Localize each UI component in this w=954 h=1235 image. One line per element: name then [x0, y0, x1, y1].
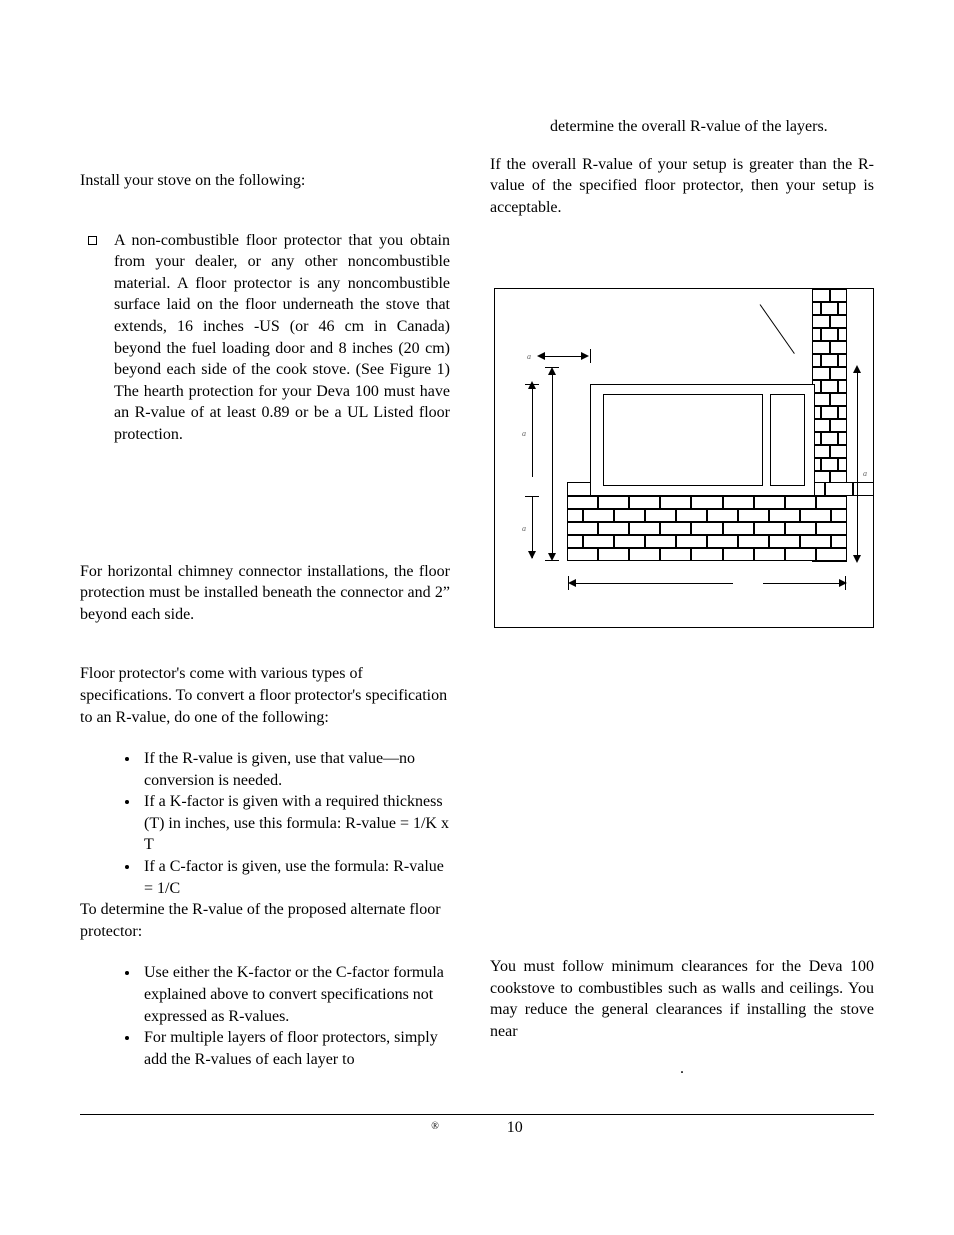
clearance-paragraph: You must follow minimum clearances for t… [490, 956, 874, 1042]
dim-label: a [863, 469, 867, 478]
dim-label: a [522, 524, 526, 533]
floor-protector-checklist: A non-combustible floor protector that y… [80, 230, 450, 446]
column-right: determine the overall R-value of the lay… [490, 100, 874, 1100]
dim-arrow [532, 496, 533, 558]
dim-label: a [522, 429, 526, 438]
alt-bullet: Use either the K-factor or the C-factor … [140, 962, 450, 1027]
alt-bullet: For multiple layers of floor protectors,… [140, 1027, 450, 1070]
dim-label: a [527, 352, 531, 361]
spec-bullet: If the R-value is given, use that value—… [140, 748, 450, 791]
continuation-text: determine the overall R-value of the lay… [490, 116, 874, 138]
horizontal-connector-paragraph: For horizontal chimney connector install… [80, 561, 450, 626]
spec-bullet: If a C-factor is given, use the formula:… [140, 856, 450, 899]
stove-door [603, 394, 763, 486]
stove-side-panel [770, 394, 805, 486]
two-column-layout: Install your stove on the following: A n… [80, 100, 874, 1100]
dim-arrow [552, 371, 553, 557]
page: Install your stove on the following: A n… [0, 0, 954, 1235]
dim-arrow [540, 356, 585, 357]
checklist-item: A non-combustible floor protector that y… [114, 230, 450, 446]
column-left: Install your stove on the following: A n… [80, 100, 450, 1100]
page-number: 10 [507, 1119, 523, 1136]
overall-rvalue-paragraph: If the overall R-value of your setup is … [490, 154, 874, 219]
spec-intro-paragraph: Floor protector's come with various type… [80, 663, 450, 728]
dim-arrow [857, 369, 858, 559]
footer-rule [80, 1114, 874, 1115]
spec-bullet: If a K-factor is given with a required t… [140, 791, 450, 856]
dim-arrow [573, 583, 733, 584]
spec-conversion-list: If the R-value is given, use that value—… [80, 748, 450, 899]
dim-arrow [532, 387, 533, 477]
alt-protector-list: Use either the K-factor or the C-factor … [80, 962, 450, 1070]
trailing-period: . [490, 1058, 874, 1080]
dim-arrow [763, 583, 843, 584]
floor-protection-figure: a a a a [494, 288, 874, 628]
chimney-line [760, 305, 795, 355]
registered-mark: ® [431, 1121, 439, 1132]
page-footer: ® 10 [0, 1119, 954, 1137]
brick-floor [567, 496, 847, 561]
alt-intro-paragraph: To determine the R-value of the proposed… [80, 899, 450, 942]
intro-paragraph: Install your stove on the following: [80, 170, 450, 192]
